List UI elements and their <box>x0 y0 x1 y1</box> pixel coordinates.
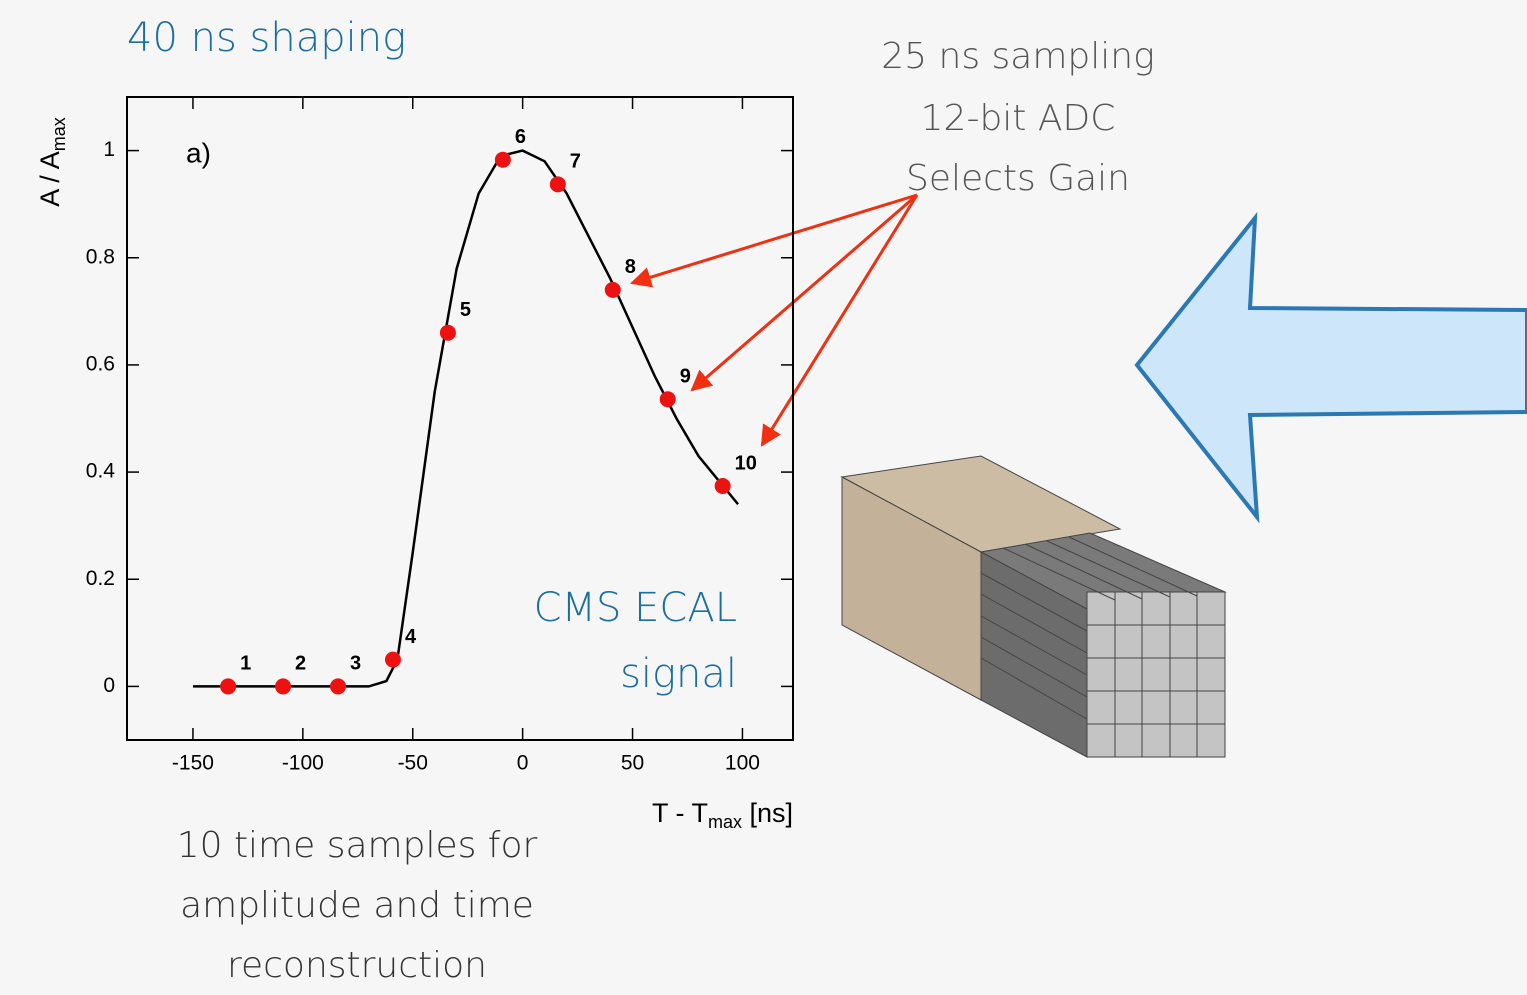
caption-text: 10 time samples for <box>177 825 538 866</box>
sample-label: 9 <box>680 365 691 387</box>
sample-point <box>659 391 676 408</box>
incoming-arrow <box>1134 211 1527 524</box>
plot: -150 -100 -50 0 50 100 0 0.2 0.4 0.6 0.8 1 T - Tmax … <box>35 96 794 832</box>
arrow <box>690 193 918 392</box>
x-tick-label: 0 <box>517 752 529 775</box>
sample-label: 5 <box>460 299 471 321</box>
sample-point <box>494 151 511 168</box>
slide-title: 40 ns shaping <box>127 15 406 61</box>
y-tick-label: 0.4 <box>86 460 116 483</box>
sample-label: 6 <box>515 126 526 148</box>
caption-text: amplitude and time <box>180 885 534 926</box>
sample-label: 2 <box>295 653 306 675</box>
y-tick-label: 1 <box>103 138 115 161</box>
red-arrows <box>629 193 919 447</box>
y-axis-label-part: max <box>49 117 69 151</box>
x-tick-label: -100 <box>282 752 324 775</box>
signal-curve <box>192 149 740 688</box>
sample-point <box>439 324 456 341</box>
annotation: a) <box>186 137 211 168</box>
crystal-block <box>840 455 1227 758</box>
sample-label: 1 <box>240 653 251 675</box>
y-axis-label-part: A / A <box>35 151 65 207</box>
sample-point <box>549 176 566 193</box>
x-axis-label-part: [ns] <box>742 798 793 828</box>
x-tick-label: -50 <box>398 752 428 775</box>
plot-frame <box>126 96 794 741</box>
sample-label: 3 <box>350 653 361 675</box>
sample-point <box>220 678 237 695</box>
crystal-face <box>1086 591 1226 758</box>
sample-label: 4 <box>405 626 417 648</box>
caption-text: reconstruction <box>227 945 487 986</box>
y-tick-label: 0 <box>103 674 115 697</box>
y-tick-label: 0.6 <box>86 352 115 375</box>
y-tick-label: 0.8 <box>86 245 115 268</box>
x-tick-label: -150 <box>172 752 214 775</box>
x-axis-label-part: T - T <box>652 798 708 828</box>
spec-text: 25 ns sampling <box>881 36 1154 77</box>
arrow <box>629 193 918 288</box>
x-axis-label: T - Tmax [ns] <box>652 798 793 832</box>
x-tick-label: 50 <box>621 752 644 775</box>
spec-text: Selects Gain <box>906 158 1130 199</box>
x-axis-label-part: max <box>708 812 742 832</box>
y-tick-label: 0.2 <box>86 567 115 590</box>
spec-text: 12-bit ADC <box>921 98 1116 139</box>
sample-label: 10 <box>735 452 757 474</box>
sample-point <box>275 678 292 695</box>
sample-point <box>604 281 621 298</box>
sample-point <box>384 651 401 668</box>
signal-label: CMS ECAL <box>534 585 737 631</box>
signal-label: signal <box>620 651 737 697</box>
y-axis-label: A / Amax <box>35 117 69 207</box>
crystal-grid <box>980 536 1225 757</box>
sample-point <box>330 678 347 695</box>
x-tick-label: 100 <box>725 752 760 775</box>
sample-point <box>714 478 731 495</box>
arrow <box>760 194 919 447</box>
sample-label: 8 <box>625 256 636 278</box>
sample-label: 7 <box>570 151 581 173</box>
